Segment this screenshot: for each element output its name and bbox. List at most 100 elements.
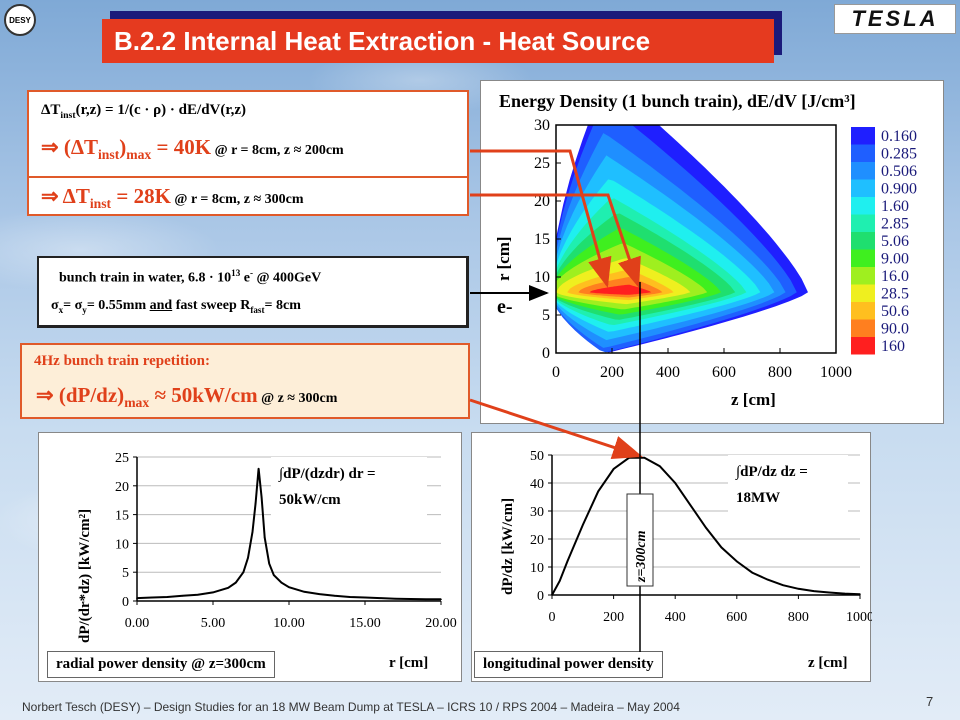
- x-tick-label: 800: [788, 610, 809, 625]
- data-point: [280, 581, 283, 584]
- legend-label: 160: [881, 338, 905, 355]
- legend-swatch: [851, 284, 875, 302]
- data-point: [643, 457, 646, 459]
- data-point: [257, 467, 260, 470]
- data-point: [268, 562, 271, 565]
- text-part: = σ: [63, 298, 83, 313]
- formula-condition: @ r = 8cm, z ≈ 300cm: [170, 192, 304, 207]
- data-point: [364, 596, 366, 599]
- x-tick-label: 0.00: [125, 616, 150, 631]
- y-tick-label: 0: [542, 345, 550, 362]
- y-tick-label: 10: [530, 561, 544, 576]
- data-series-line: [551, 456, 861, 596]
- legend-swatch: [851, 144, 875, 162]
- data-point: [828, 591, 830, 594]
- legend-label: 0.160: [881, 128, 917, 145]
- y-tick-label: 20: [115, 480, 129, 495]
- text-part: fast sweep R: [172, 298, 251, 313]
- energy-density-chart: Energy Density (1 bunch train), dE/dV [J…: [494, 91, 917, 409]
- formula-part: ⇒ (dP/dz): [36, 383, 125, 407]
- text-sub: fast: [250, 304, 265, 315]
- data-point: [349, 596, 351, 598]
- delta-t-300: ⇒ ΔTinst = 28K @ r = 8cm, z ≈ 300cm: [41, 184, 304, 212]
- text-part: = 8cm: [264, 298, 301, 313]
- legend-swatch: [851, 249, 875, 267]
- beam-label: e-: [497, 296, 513, 318]
- arrow-to-200cm: [470, 149, 612, 288]
- y-tick-label: 25: [534, 155, 550, 172]
- text-part: = 0.55mm: [86, 298, 150, 313]
- x-tick-label: 0: [552, 364, 560, 381]
- legend-swatch: [851, 197, 875, 215]
- bunch-train-box: bunch train in water, 6.8 · 1013 e- @ 40…: [37, 256, 469, 328]
- legend-label: 1.60: [881, 198, 909, 215]
- divider: [29, 176, 467, 178]
- legend-label: 0.900: [881, 181, 917, 198]
- footer: Norbert Tesch (DESY) – Design Studies fo…: [22, 700, 680, 714]
- data-point: [612, 468, 615, 470]
- data-point: [247, 557, 249, 559]
- legend-label: 16.0: [881, 268, 909, 285]
- data-point: [379, 597, 382, 599]
- y-axis-label: dP/dz [kW/cm]: [500, 498, 516, 595]
- formula-sub: inst: [89, 196, 112, 212]
- radial-integral-annotation: ∫dP/(dzdr) dr = 50kW/cm: [271, 457, 427, 519]
- x-tick-label: 400: [656, 364, 680, 381]
- repetition-label: 4Hz bunch train repetition:: [34, 353, 210, 369]
- slide-title-text: B.2.2 Internal Heat Extraction - Heat So…: [114, 25, 651, 56]
- data-point: [227, 586, 229, 589]
- text-underline: and: [149, 298, 173, 313]
- x-axis-label: z [cm]: [808, 655, 848, 671]
- text-part: σ: [51, 298, 59, 313]
- arrow-to-peak: [469, 398, 643, 459]
- legend-label: 2.85: [881, 216, 909, 233]
- z-300-label: z=300cm: [634, 530, 649, 583]
- tesla-logo-text: TESLA: [851, 6, 939, 31]
- text-part: bunch train in water, 6.8 · 10: [59, 270, 232, 286]
- radial-power-panel: 0 5 10 15 20 25 0.00 5.00 10.00 15.00 20.00 dP/(dr…: [38, 432, 462, 682]
- z-300-label-box: [626, 493, 654, 587]
- longitudinal-axes: 0 10 20 30 40 50 0 200 400 600 800 1000: [530, 449, 874, 625]
- data-point: [813, 590, 815, 592]
- repetition-box: 4Hz bunch train repetition: ⇒ (dP/dz)max…: [20, 343, 470, 419]
- formula-part: = 28K: [111, 184, 171, 208]
- page-number: 7: [926, 694, 934, 709]
- x-tick-label: 15.00: [349, 616, 381, 631]
- arrow-to-300cm: [470, 193, 641, 288]
- y-tick-label: 50: [530, 449, 544, 464]
- x-tick-label: 10.00: [273, 616, 305, 631]
- x-tick-label: 5.00: [201, 616, 226, 631]
- data-point: [166, 596, 169, 598]
- data-point: [251, 531, 254, 533]
- y-axis-label: dP/(dr*dz) [kW/cm²]: [77, 509, 93, 643]
- y-tick-label: 10: [115, 537, 129, 552]
- annotation-line: 50kW/cm: [279, 492, 341, 508]
- longitudinal-power-panel: 0 10 20 30 40 50 0 200 400 600 800 1000 dP/dz [kW/c…: [471, 432, 874, 682]
- y-tick-label: 30: [530, 505, 544, 520]
- tesla-logo: TESLA: [834, 4, 956, 34]
- data-point: [859, 593, 861, 595]
- data-point: [288, 586, 290, 588]
- text-sub: x: [58, 304, 64, 315]
- data-point: [263, 536, 266, 539]
- x-tick-label: 1000: [820, 364, 852, 381]
- legend-swatch: [851, 214, 875, 232]
- data-point: [582, 524, 584, 526]
- formula-part: ≈ 50kW/cm: [149, 383, 258, 407]
- data-point: [551, 594, 553, 596]
- formula-part: ⇒ ΔT: [41, 184, 90, 208]
- power-max-line: ⇒ (dP/dz)max ≈ 50kW/cm @ z ≈ 300cm: [36, 383, 337, 411]
- x-tick-label: 200: [600, 364, 624, 381]
- legend-swatch: [851, 179, 875, 197]
- data-point: [674, 482, 676, 484]
- data-point: [318, 593, 321, 595]
- data-point: [597, 490, 599, 493]
- data-point: [425, 598, 427, 601]
- y-axis-label: r [cm]: [494, 236, 513, 281]
- x-axis-label: r [cm]: [389, 655, 428, 671]
- x-tick-label: 1000: [846, 610, 872, 625]
- data-point: [260, 496, 263, 499]
- y-tick-label: 15: [115, 509, 129, 524]
- y-tick-label: 40: [530, 477, 544, 492]
- y-tick-label: 10: [534, 269, 550, 286]
